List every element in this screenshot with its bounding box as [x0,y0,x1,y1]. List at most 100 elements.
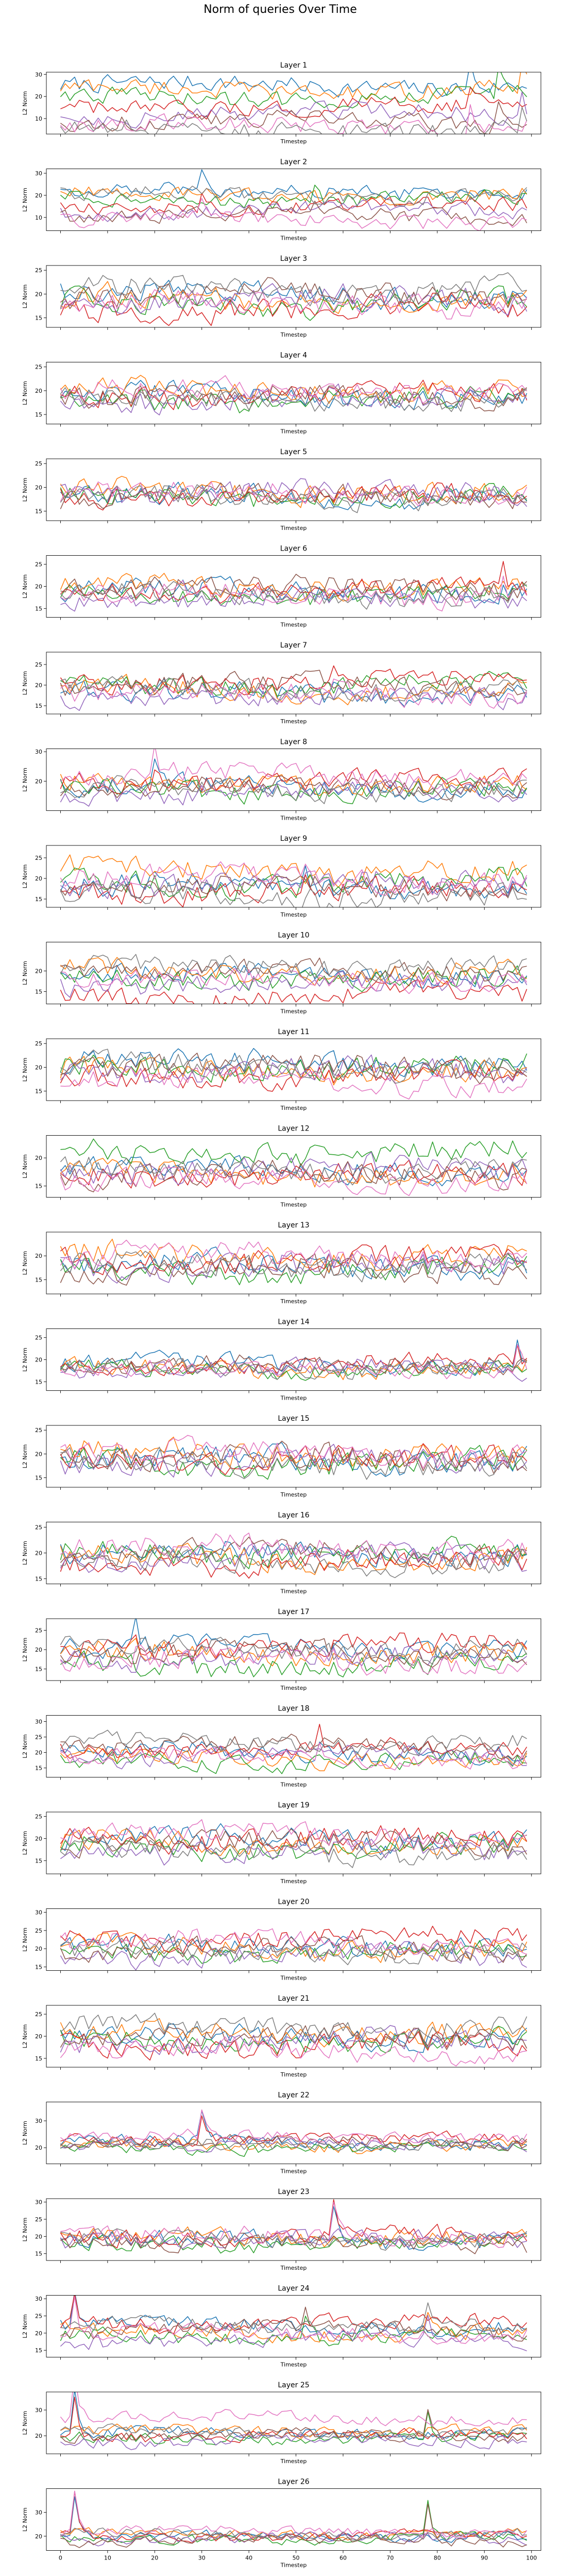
x-axis-label: Timestep [280,1105,307,1111]
series-line [60,272,527,307]
x-axis-label: Timestep [280,331,307,338]
series-line [60,1835,528,1868]
y-tick-label: 25 [35,267,42,274]
axes-frame [46,2391,541,2454]
axes-frame [46,1908,541,1971]
axes-frame [46,845,541,908]
series-group [60,2295,528,2352]
panel-title: Layer 13 [278,1221,309,1229]
series-line [60,1138,528,1166]
series-group [60,1925,528,1971]
y-axis-label: L2 Norm [22,2121,28,2145]
series-line [60,193,528,218]
axes-frame [46,1328,541,1391]
x-axis-label: Timestep [280,2265,307,2271]
series-line [60,1056,527,1086]
series-line [60,186,528,207]
series-line [60,1536,527,1569]
x-axis-label: Timestep [280,622,307,628]
y-axis-label: L2 Norm [22,2024,28,2049]
series-line [60,1734,528,1760]
y-tick-label: 25 [35,1814,42,1820]
x-axis-label: Timestep [280,1395,307,1402]
series-line [60,199,527,222]
series-group [60,1138,528,1196]
y-tick-label: 15 [35,1475,42,1482]
y-axis-label: L2 Norm [22,865,28,889]
panel-title: Layer 20 [278,1898,309,1906]
series-line [60,1940,527,1964]
x-axis-label: Timestep [280,1878,307,1885]
axes-frame [46,72,541,135]
y-tick-label: 20 [35,484,42,491]
y-tick-label: 30 [35,1909,42,1916]
series-line [60,2013,528,2041]
y-axis-label: L2 Norm [22,2314,28,2338]
y-tick-label: 15 [35,1576,42,1583]
series-line [60,72,528,109]
series-line [60,289,528,320]
y-axis-label: L2 Norm [22,574,28,599]
series-line [60,2137,528,2153]
y-axis-label: L2 Norm [22,381,28,405]
axes-frame [46,169,541,231]
y-tick-label: 30 [35,2296,42,2302]
panel-title: Layer 18 [278,1705,309,1713]
series-line [60,1819,527,1850]
series-line [60,575,528,612]
panel-title: Layer 6 [280,545,307,553]
series-line [60,198,527,231]
x-axis-label: Timestep [280,2562,307,2569]
y-tick-label: 20 [35,2233,42,2240]
panel-layer-12: Layer 12 15 20 Timestep L2 Norm [22,1125,541,1208]
series-line [60,2023,528,2053]
y-tick-label: 10 [35,115,42,122]
series-line [60,2302,527,2334]
panel-layer-7: Layer 7 15 20 25 Timestep L2 Norm [22,641,541,725]
y-tick-label: 20 [35,1253,42,1259]
series-line [60,482,527,509]
panel-title: Layer 24 [278,2285,309,2293]
panel-layer-5: Layer 5 15 20 25 Timestep L2 Norm [22,448,541,531]
series-line [60,1253,528,1286]
series-line [60,1928,527,1955]
panel-layer-16: Layer 16 15 20 25 Timestep L2 Norm [22,1511,541,1595]
series-line [60,758,528,803]
y-tick-label: 25 [35,855,42,861]
y-tick-label: 20 [35,1064,42,1071]
y-tick-label: 20 [35,1550,42,1557]
x-tick-label: 80 [434,2555,441,2562]
y-axis-label: L2 Norm [22,1541,28,1565]
x-tick-label: 10 [104,2555,111,2562]
y-axis-label: L2 Norm [22,1734,28,1758]
y-tick-label: 20 [35,1155,42,1161]
series-line [60,385,528,412]
y-tick-label: 25 [35,1040,42,1047]
series-line [60,1156,527,1186]
series-line [60,1545,528,1578]
y-tick-label: 20 [35,968,42,975]
series-line [60,1358,527,1380]
series-group [60,375,528,416]
y-axis-label: L2 Norm [22,188,28,212]
x-axis-label: Timestep [280,718,307,725]
series-line [60,101,527,134]
y-tick-label: 20 [35,2533,42,2540]
series-line [60,1435,527,1469]
axes-frame [46,1135,541,1198]
panel-layer-11: Layer 11 15 20 25 Timestep L2 Norm [22,1028,541,1111]
x-axis-label: Timestep [280,138,307,145]
y-axis-label: L2 Norm [22,1251,28,1275]
panel-title: Layer 2 [280,158,307,167]
y-axis-label: L2 Norm [22,1638,28,1662]
y-tick-label: 15 [35,1183,42,1190]
series-line [60,2496,527,2543]
figure-title: Norm of queries Over Time [203,3,357,16]
panel-title: Layer 15 [278,1415,309,1423]
axes-frame [46,942,541,1004]
series-line [60,1744,527,1770]
series-line [60,291,528,326]
series-line [60,879,527,907]
x-axis-label: Timestep [280,1491,307,1498]
series-line [60,478,528,507]
